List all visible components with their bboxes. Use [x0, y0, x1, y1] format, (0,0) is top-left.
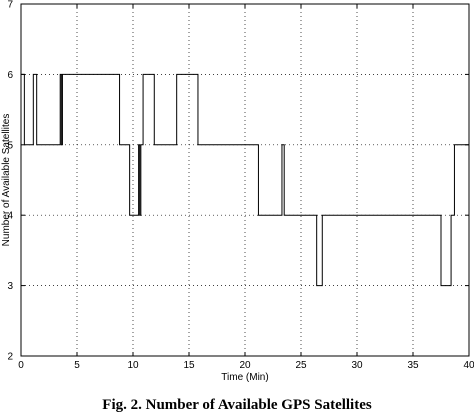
y-tick-label: 5 [7, 140, 13, 151]
x-tick-label: 5 [74, 360, 80, 371]
x-tick-label: 0 [18, 360, 24, 371]
figure-caption: Fig. 2. Number of Available GPS Satellit… [102, 397, 372, 413]
series-line [21, 73, 469, 287]
x-tick-label: 15 [183, 360, 195, 371]
y-tick-label: 3 [7, 281, 13, 292]
x-axis-title: Time (Min) [221, 372, 268, 383]
y-tick-label: 7 [7, 0, 13, 11]
y-tick-label: 6 [7, 70, 13, 81]
x-tick-label: 25 [295, 360, 307, 371]
x-tick-label: 30 [351, 360, 363, 371]
series-layer [21, 73, 469, 287]
y-tick-label: 2 [7, 352, 13, 363]
x-tick-label: 40 [463, 360, 474, 371]
y-axis-title: Number of Available Satellites [1, 114, 12, 247]
x-tick-label: 35 [407, 360, 419, 371]
x-tick-label: 10 [127, 360, 139, 371]
x-tick-label: 20 [239, 360, 251, 371]
y-tick-label: 4 [7, 211, 13, 222]
grid [21, 4, 469, 356]
axis-ticks: 0 5 10 15 20 25 30 35 40 2 3 4 5 6 7 [7, 0, 474, 371]
